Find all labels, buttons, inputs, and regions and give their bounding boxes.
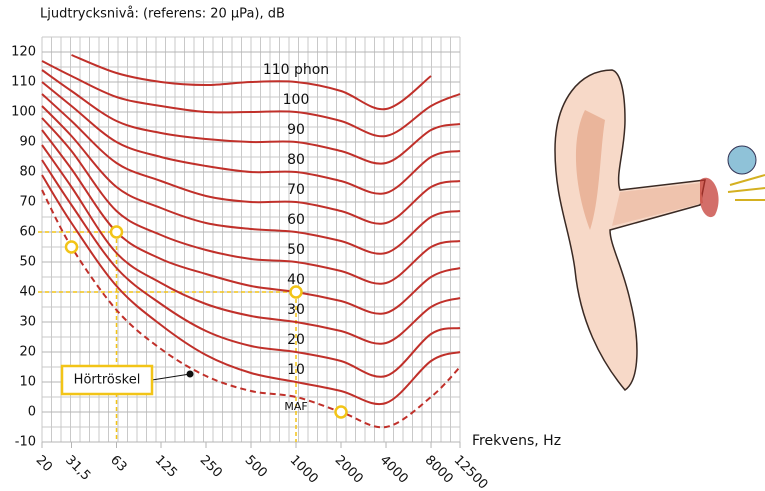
curve [71, 54, 432, 111]
marker [289, 285, 303, 299]
curve-label: 100 [283, 92, 310, 108]
ear-illustration [554, 69, 765, 391]
marker [109, 225, 124, 239]
curve-label: 80 [287, 152, 305, 168]
marker [64, 240, 79, 254]
curve [41, 69, 461, 165]
curve [41, 117, 461, 285]
curve [41, 93, 461, 225]
curve [41, 189, 461, 429]
y-tick-label: -10 [15, 435, 36, 450]
x-tick-label: 500 [242, 453, 270, 481]
curve-label: 10 [287, 362, 305, 378]
annotation-line [151, 373, 191, 381]
curve-label: MAF [284, 400, 307, 413]
curve [41, 60, 461, 138]
annotation-box [60, 364, 154, 396]
x-tick-label: 1000 [287, 453, 321, 487]
x-axis-label: Frekvens, Hz [472, 433, 561, 449]
y-tick-label: 100 [11, 105, 36, 120]
curve-label: 110 phon [263, 62, 329, 78]
x-tick-label: 125 [152, 453, 180, 481]
x-tick-label: 8000 [422, 453, 456, 487]
y-tick-label: 80 [19, 165, 36, 180]
y-tick-label: 70 [19, 195, 36, 210]
y-tick-label: 30 [19, 315, 36, 330]
curve-label: 20 [287, 332, 305, 348]
y-tick-label: 90 [19, 135, 36, 150]
y-tick-label: 0 [28, 405, 36, 420]
curve-label: 30 [287, 302, 305, 318]
cochlea [727, 145, 757, 175]
curve-label: 70 [287, 182, 305, 198]
curve [41, 105, 461, 255]
curve [41, 129, 461, 315]
curve [41, 81, 461, 195]
eardrum [700, 177, 719, 218]
curve [41, 159, 461, 378]
x-tick-label: 250 [197, 453, 225, 481]
x-tick-label: 12500 [451, 453, 491, 491]
y-tick-label: 120 [11, 45, 36, 60]
ear-canal [612, 183, 703, 226]
annotation-dot [186, 370, 194, 378]
x-tick-label: 31,5 [62, 453, 93, 484]
y-tick-label: 110 [11, 75, 36, 90]
curve-label: 50 [287, 242, 305, 258]
marker [334, 405, 348, 419]
ear-inner [575, 110, 605, 230]
chart-title: Ljudtrycksnivå: (referens: 20 μPa), dB [40, 7, 285, 22]
x-tick-label: 20 [33, 453, 55, 475]
x-tick-label: 63 [107, 453, 129, 475]
annotation-text: Hörtröskel [74, 373, 141, 388]
curve [41, 174, 461, 406]
curve-label: 60 [287, 212, 305, 228]
y-tick-label: 20 [19, 345, 36, 360]
x-tick-label: 2000 [332, 453, 366, 487]
y-tick-label: 10 [19, 375, 36, 390]
ear-outline [554, 69, 706, 391]
curve [41, 144, 461, 345]
y-tick-label: 60 [19, 225, 36, 240]
curve-label: 90 [287, 122, 305, 138]
y-tick-label: 50 [19, 255, 36, 270]
nerve [727, 174, 765, 201]
curve-label: 40 [287, 272, 305, 288]
y-tick-label: 40 [19, 285, 36, 300]
x-tick-label: 4000 [377, 453, 411, 487]
